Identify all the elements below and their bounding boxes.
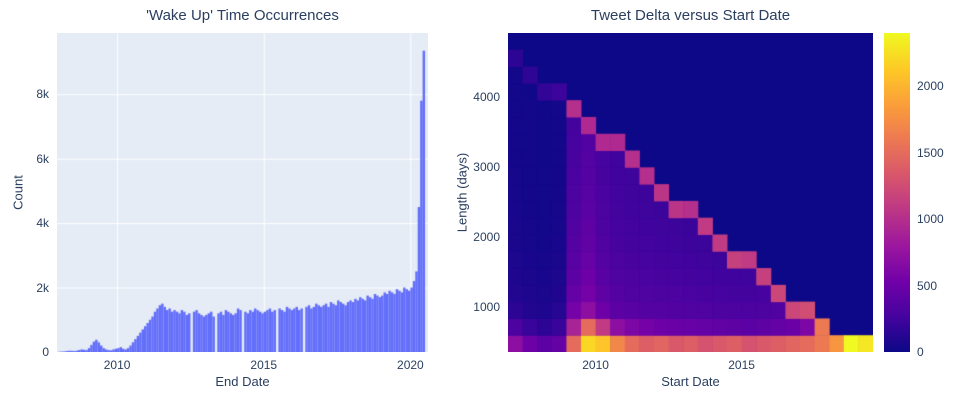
colorbar-tick-label: 1000 [917,212,944,227]
heatmap-x-tick-label: 2015 [728,358,755,372]
histogram-x-axis-title: End Date [215,374,270,389]
heatmap-y-axis-title: Length (days) [454,152,470,233]
colorbar-tick-label: 500 [917,278,938,293]
histogram-x-tick-label: 2010 [103,358,131,372]
histogram-y-tick-label: 0 [42,345,49,359]
heatmap-y-tick-label: 1000 [473,299,500,314]
heatmap-y-tick-label: 4000 [473,89,500,104]
histogram-x-tick-label: 2015 [250,358,278,372]
colorbar-tick-label: 2000 [917,79,944,94]
histogram-x-tick-label: 2020 [397,358,424,372]
heatmap-x-tick-label: 2010 [582,358,609,372]
histogram-y-tick-label: 4k [36,216,49,231]
heatmap-y-tick-label: 2000 [473,229,500,244]
histogram-plot-area[interactable] [57,33,428,352]
colorbar [884,33,910,352]
histogram-y-tick-label: 6k [36,151,49,166]
colorbar-tick-label: 0 [917,345,924,359]
histogram-y-tick-label: 8k [36,87,49,102]
histogram-y-tick-label: 2k [36,280,49,295]
heatmap-plot-area[interactable] [508,33,873,352]
heatmap-title: Tweet Delta versus Start Date [590,7,791,24]
colorbar-tick-label: 1500 [917,145,944,160]
histogram-y-axis-title: Count [10,175,26,210]
heatmap-y-tick-label: 3000 [473,159,500,174]
heatmap-x-axis-title: Start Date [661,374,720,389]
histogram-title: 'Wake Up' Time Occurrences [146,7,339,24]
